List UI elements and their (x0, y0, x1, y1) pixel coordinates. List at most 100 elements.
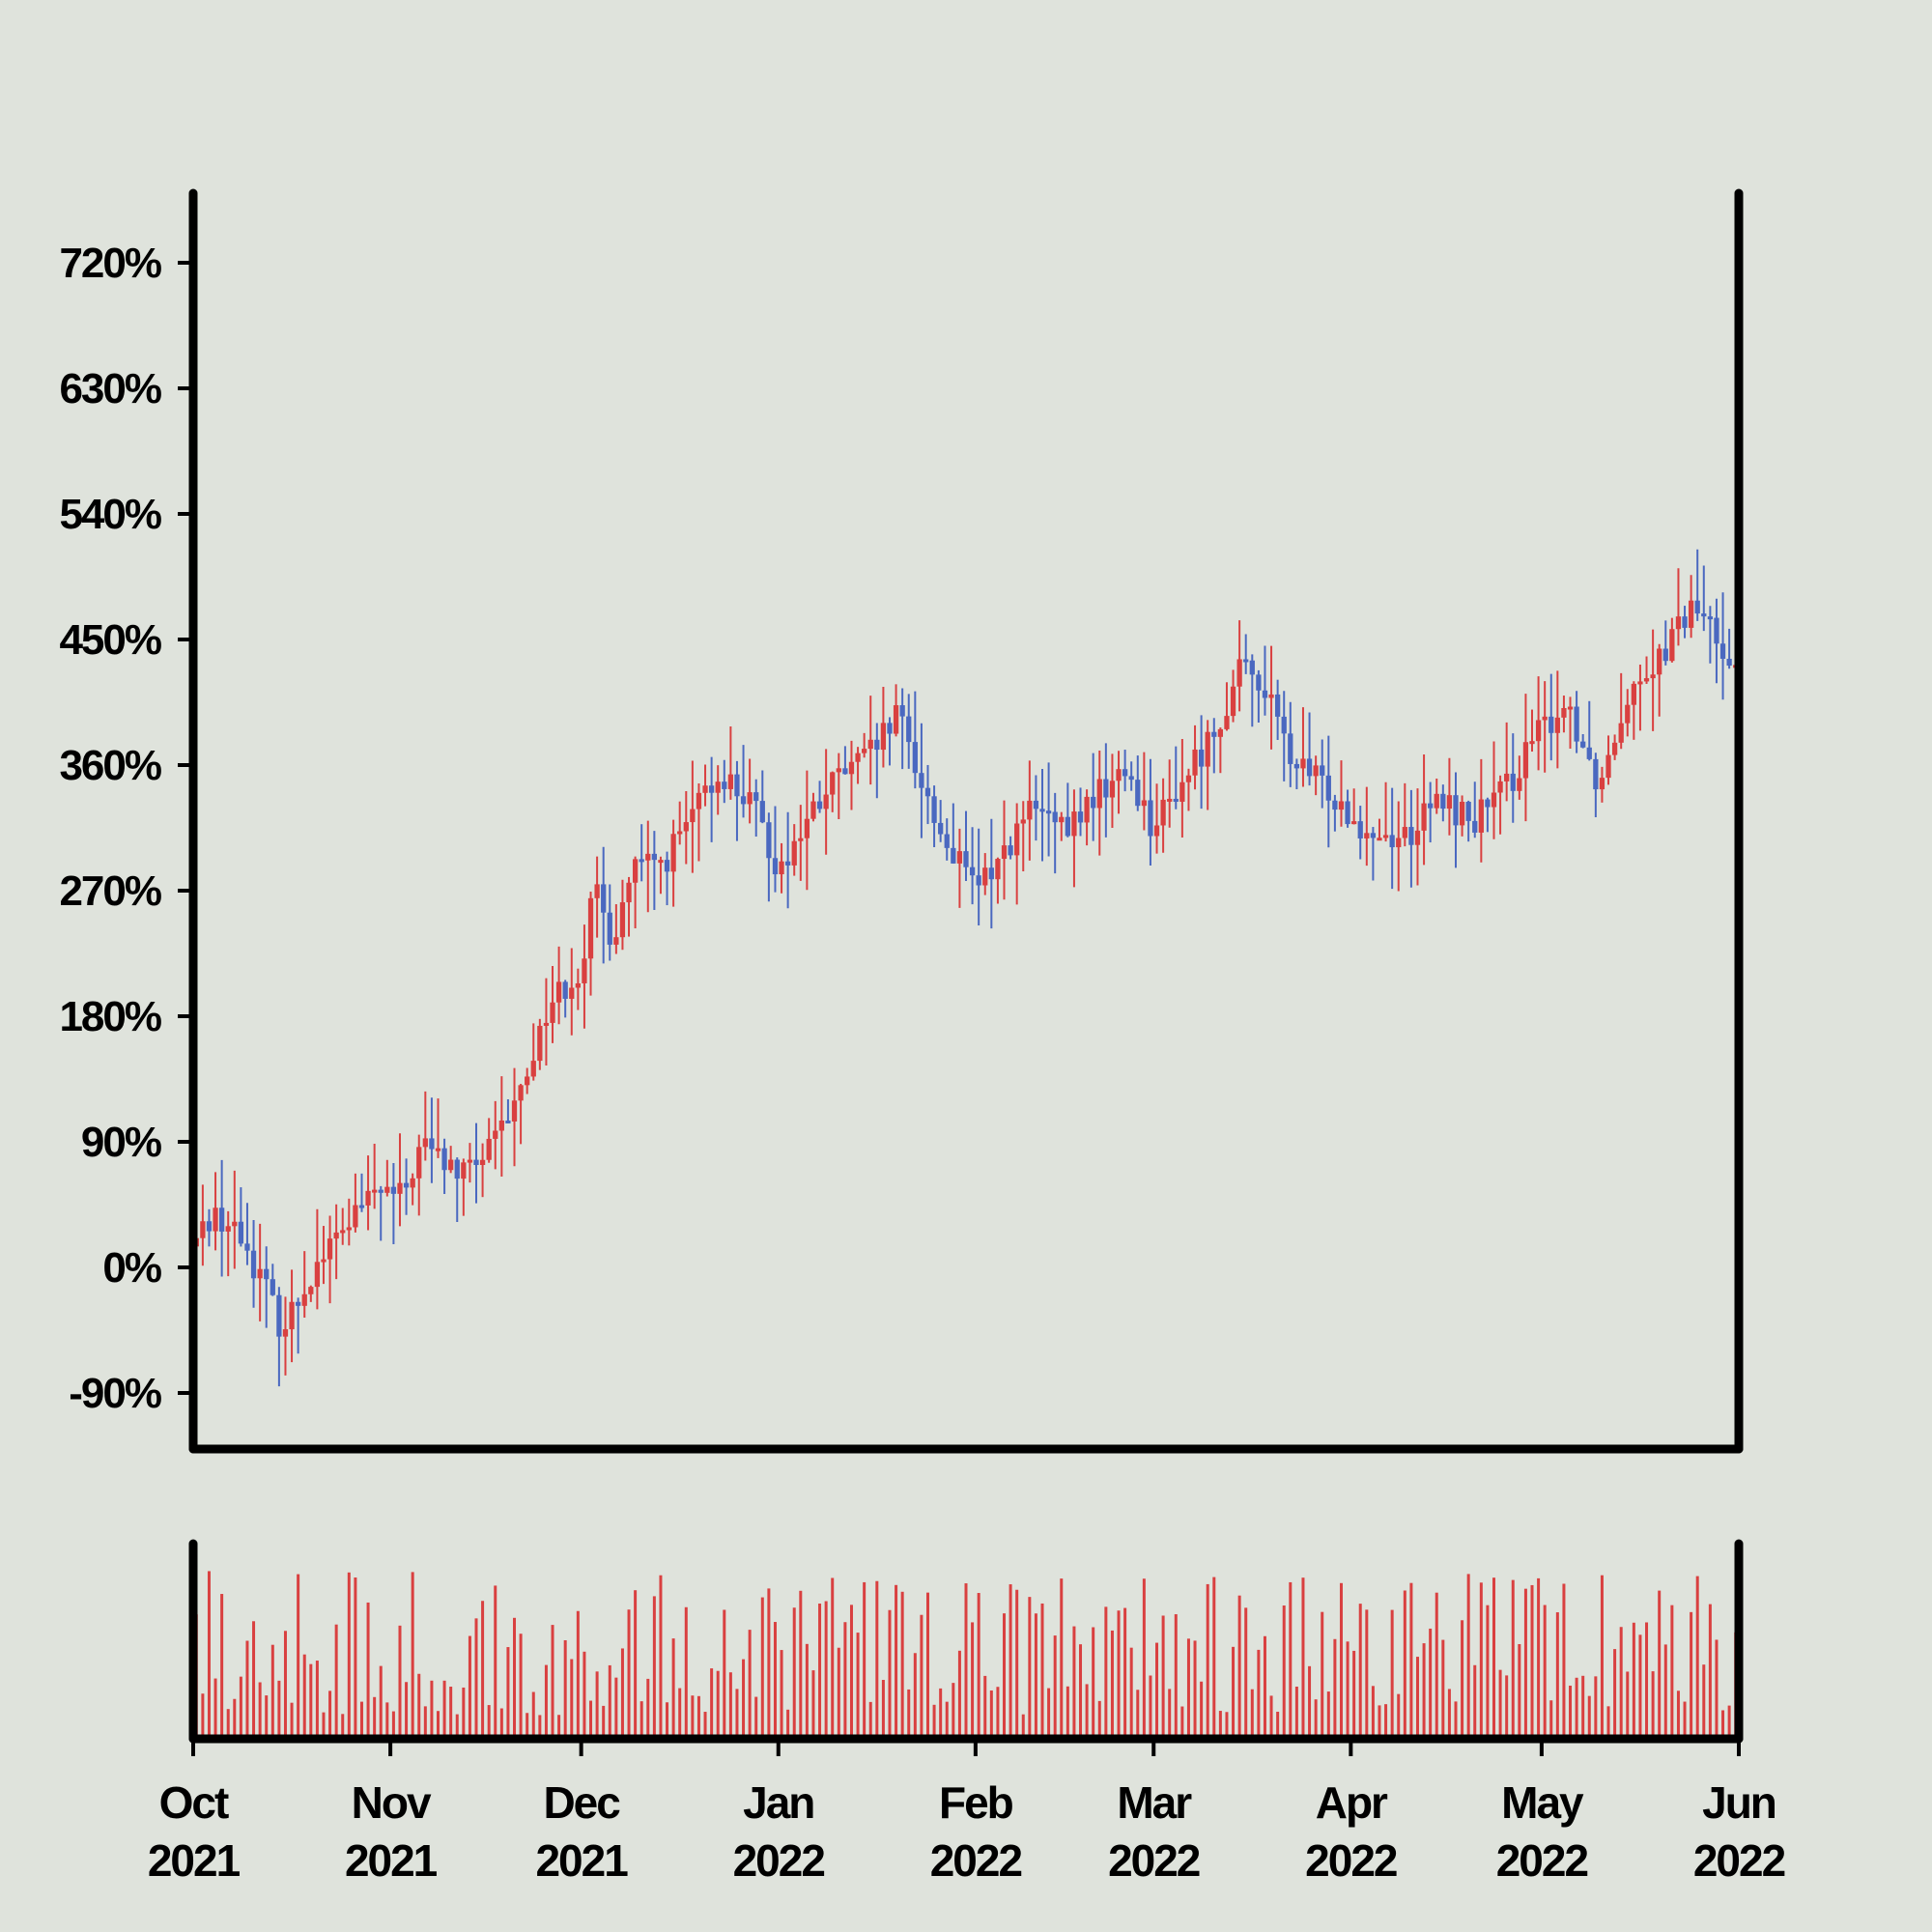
volume-bar (1244, 1607, 1248, 1735)
candle-body (498, 1120, 504, 1131)
candle (1459, 795, 1465, 837)
candle (1650, 629, 1656, 731)
volume-bar (996, 1687, 1000, 1735)
candle-body (1077, 811, 1084, 823)
candle-body (550, 1002, 555, 1023)
y-tick-label: -90% (69, 1370, 161, 1417)
candle (1205, 720, 1210, 810)
candle (677, 801, 683, 845)
volume-bar (1632, 1622, 1635, 1735)
volume-bar (430, 1680, 434, 1735)
candle (562, 980, 568, 1018)
candle-body (1694, 600, 1700, 614)
candle (893, 684, 899, 737)
volume-bar (1384, 1704, 1388, 1735)
candle (1001, 800, 1008, 900)
candle (830, 771, 836, 812)
candle-body (250, 1250, 257, 1279)
candle-body (1084, 796, 1090, 823)
candle (429, 1097, 435, 1183)
candle (1586, 700, 1592, 761)
volume-bar (716, 1670, 720, 1735)
candle-body (924, 787, 931, 797)
candle-body (1300, 758, 1306, 769)
volume-bar (1569, 1685, 1573, 1735)
candle (454, 1157, 460, 1223)
candle-body (855, 753, 861, 762)
candle-body (772, 858, 779, 875)
candle (1084, 789, 1090, 846)
volume-bar (1600, 1575, 1604, 1735)
candle (1364, 786, 1370, 867)
candle-body (766, 822, 772, 859)
candle-body (1338, 801, 1345, 810)
x-tick-year-label: 2021 (148, 1835, 241, 1886)
volume-bar (1365, 1609, 1369, 1735)
volume-bar (691, 1695, 695, 1735)
candle (670, 819, 676, 907)
candle (537, 1018, 543, 1070)
candle-body (1497, 781, 1503, 793)
candle (734, 760, 740, 841)
candle (473, 1122, 479, 1204)
candle (1669, 617, 1675, 663)
candle-body (1726, 658, 1732, 667)
volume-bar (913, 1653, 917, 1735)
volume-bar (1161, 1615, 1165, 1735)
x-tick-year-label: 2022 (1693, 1835, 1785, 1886)
candle (1096, 750, 1102, 856)
volume-bar (773, 1622, 777, 1735)
volume-bar (354, 1577, 357, 1735)
candle-body (225, 1226, 231, 1232)
volume-bar (1594, 1676, 1598, 1735)
candle (1396, 801, 1402, 892)
candle-body (1625, 704, 1631, 724)
volume-bar (391, 1711, 395, 1735)
candle (639, 824, 644, 882)
candle-body (1586, 747, 1592, 759)
volume-bar (1136, 1690, 1140, 1735)
candle-body (963, 851, 969, 867)
x-tick-month-label: Dec (543, 1777, 620, 1828)
candle-body (543, 1022, 550, 1026)
x-axis: Oct 2021 Nov 2021 Dec 2021 Jan 2022 Feb 2022 Mar 20… (148, 1739, 1787, 1886)
candle-body (1675, 616, 1682, 630)
candle (441, 1138, 447, 1194)
volume-bar (742, 1659, 746, 1735)
candle (213, 1172, 218, 1251)
volume-bar (1415, 1657, 1419, 1735)
candle-body (830, 772, 836, 795)
candle (1077, 787, 1084, 837)
volume-bar (1110, 1630, 1114, 1735)
volume-bar (1065, 1686, 1069, 1735)
volume-bar (1447, 1689, 1451, 1735)
candle (1122, 750, 1128, 792)
candle (1402, 782, 1407, 847)
candle-body (213, 1208, 218, 1232)
candle-body (747, 792, 753, 805)
y-tick-label: 180% (59, 993, 160, 1040)
candle (1491, 741, 1497, 839)
candle-body (378, 1189, 384, 1193)
volume-bar (1663, 1644, 1667, 1735)
candle (384, 1159, 390, 1197)
candle (651, 831, 657, 911)
candle-body (206, 1221, 213, 1232)
candle-body (683, 822, 689, 832)
volume-bar (1473, 1664, 1477, 1735)
candle-body (867, 739, 873, 750)
volume-bar (201, 1693, 205, 1735)
volume-bar (1314, 1699, 1318, 1735)
volume-bar (1289, 1581, 1293, 1735)
candle (944, 818, 950, 861)
candle-body (1408, 827, 1414, 845)
candle-body (1396, 838, 1402, 848)
candle (931, 785, 937, 848)
candle (702, 764, 708, 807)
candle (1345, 789, 1350, 828)
volume-bar (1257, 1649, 1261, 1735)
volume-bar (811, 1670, 815, 1735)
volume-bar (1339, 1582, 1343, 1735)
y-tick-label: 450% (59, 616, 160, 664)
candle-body (308, 1287, 314, 1294)
